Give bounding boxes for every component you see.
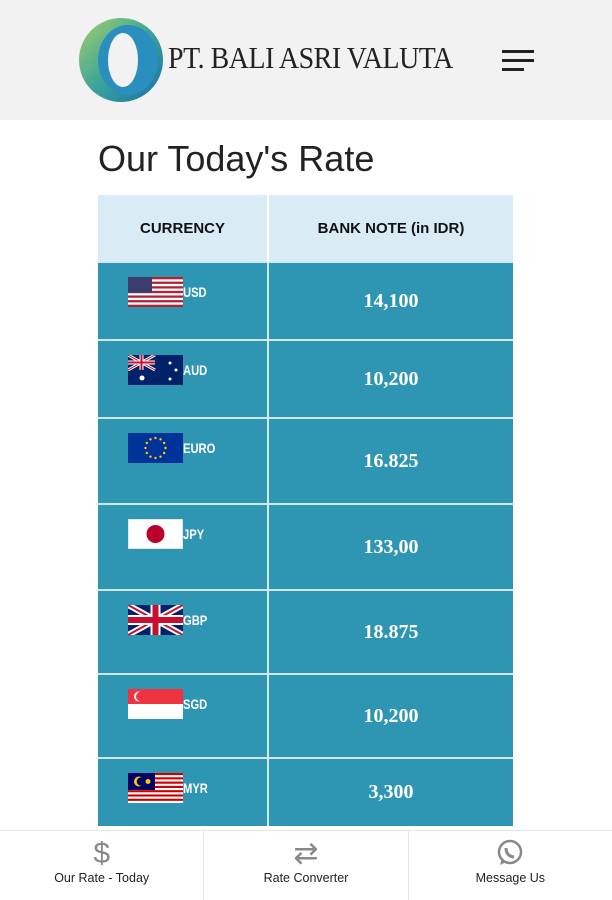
currency-code: AUD (183, 362, 208, 378)
tab-label: Message Us (475, 871, 546, 885)
tab-label: Rate Converter (263, 871, 349, 885)
currency-code: USD (183, 284, 207, 300)
currency-cell: EURO (98, 417, 269, 504)
gb-flag-icon (128, 605, 183, 635)
table-row: AUD 10,200 (98, 339, 513, 418)
currency-cell: AUD (98, 339, 269, 418)
column-header-currency: CURRENCY (98, 195, 269, 262)
rate-value: 16.825 (268, 417, 513, 504)
swap-arrows-icon: ⇄ (293, 837, 319, 870)
rate-value: 14,100 (268, 261, 513, 340)
currency-cell: MYR (98, 757, 269, 826)
currency-code: MYR (183, 780, 208, 796)
rate-value: 10,200 (268, 339, 513, 418)
rate-value: 3,300 (268, 757, 513, 826)
table-row: JPY 133,00 (98, 503, 513, 590)
table-row: MYR 3,300 (98, 757, 513, 826)
currency-code: GBP (183, 612, 208, 628)
au-flag-icon (128, 355, 183, 385)
currency-code: SGD (183, 696, 208, 712)
tab-message-us[interactable]: Message Us (409, 831, 612, 900)
jp-flag-icon (128, 519, 183, 549)
tab-label: Our Rate - Today (54, 871, 150, 885)
rate-value: 10,200 (268, 673, 513, 758)
table-row: USD 14,100 (98, 261, 513, 340)
company-logo (79, 18, 163, 102)
currency-cell: GBP (98, 589, 269, 674)
tab-our-rate-today[interactable]: $ Our Rate - Today (0, 831, 205, 900)
bottom-nav: $ Our Rate - Today ⇄ Rate Converter Mess… (0, 830, 612, 900)
app-header: PT. BALI ASRI VALUTA (0, 0, 612, 120)
eu-flag-icon (128, 433, 183, 463)
us-flag-icon (128, 277, 183, 307)
currency-code: JPY (183, 526, 205, 542)
page-title: Our Today's Rate (98, 138, 375, 179)
column-header-bank-note: BANK NOTE (in IDR) (268, 195, 513, 262)
rate-value: 133,00 (268, 503, 513, 590)
hamburger-menu-icon[interactable] (502, 50, 534, 72)
my-flag-icon (128, 773, 183, 803)
whatsapp-icon (409, 839, 612, 869)
brand-name: PT. BALI ASRI VALUTA (168, 40, 453, 75)
currency-cell: JPY (98, 503, 269, 590)
table-row: SGD 10,200 (98, 673, 513, 758)
tab-rate-converter[interactable]: ⇄ Rate Converter (204, 831, 409, 900)
sg-flag-icon (128, 689, 183, 719)
table-row: EURO 16.825 (98, 417, 513, 504)
currency-cell: USD (98, 261, 269, 340)
rate-value: 18.875 (268, 589, 513, 674)
table-row: GBP 18.875 (98, 589, 513, 674)
currency-code: EURO (183, 440, 216, 456)
dollar-icon: $ (93, 837, 110, 870)
rate-table: CURRENCY BANK NOTE (in IDR) USD 14,100 AUD… (98, 195, 513, 826)
currency-cell: SGD (98, 673, 269, 758)
